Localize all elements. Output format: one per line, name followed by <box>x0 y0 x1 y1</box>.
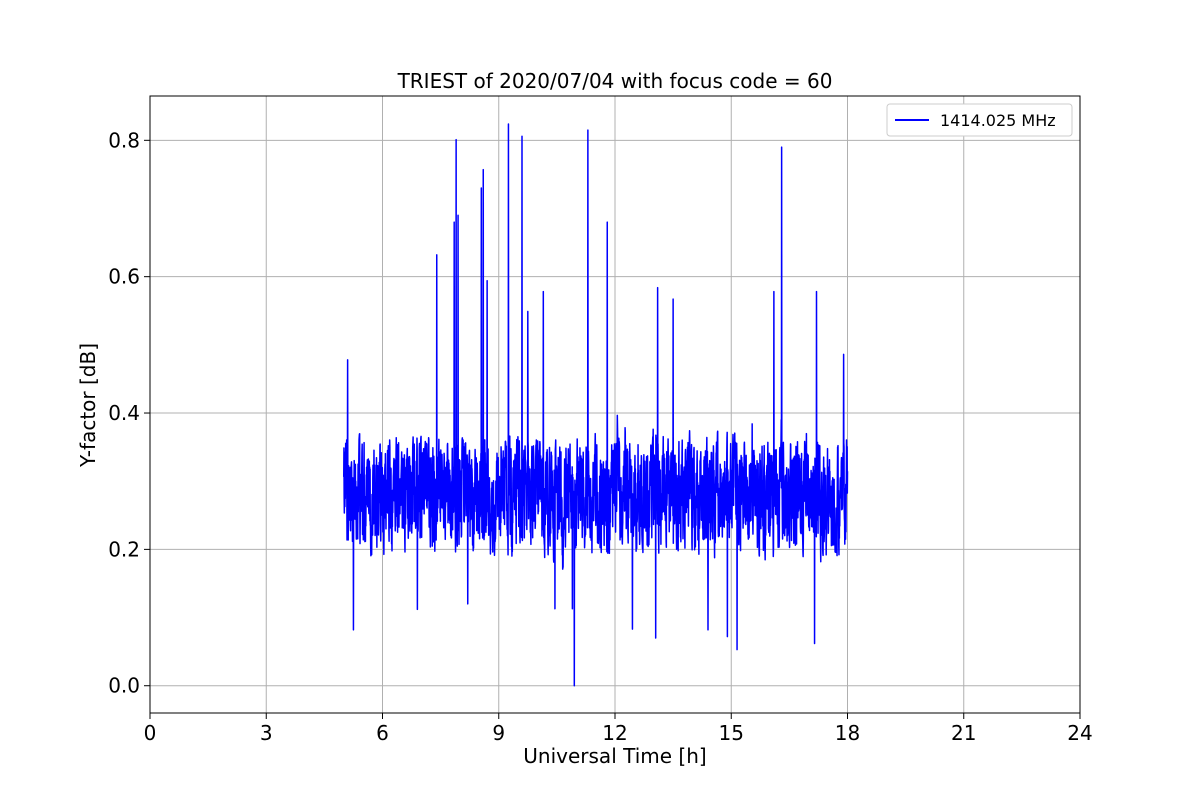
x-tick-label: 12 <box>602 721 627 745</box>
tick-layer: 0 3 6 9 12 15 18 21 24 0.0 0.2 0.4 0.6 0.8 <box>108 128 1093 745</box>
x-tick-label: 0 <box>144 721 157 745</box>
y-tick-label: 0.8 <box>108 128 140 152</box>
grid-layer <box>149 96 1081 713</box>
legend-box <box>886 103 1073 137</box>
x-tick-label: 3 <box>260 721 273 745</box>
series-layer <box>343 123 849 687</box>
x-axis-label: Universal Time [h] <box>523 744 706 768</box>
y-tick-label: 0.4 <box>108 401 140 425</box>
x-tick-label: 21 <box>951 721 976 745</box>
legend-label-1414-mhz: 1414.025 MHz <box>940 111 1056 130</box>
x-tick-label: 18 <box>835 721 860 745</box>
y-axis-label: Y-factor [dB] <box>76 343 100 468</box>
x-tick-label: 15 <box>719 721 744 745</box>
series-line-1414-mhz <box>343 123 849 687</box>
x-tick-label: 6 <box>376 721 389 745</box>
chart-title: TRIEST of 2020/07/04 with focus code = 6… <box>397 69 833 93</box>
y-tick-label: 0.6 <box>108 265 140 289</box>
x-tick-label: 9 <box>492 721 505 745</box>
y-tick-label: 0.2 <box>108 537 140 561</box>
legend: 1414.025 MHz <box>886 103 1073 137</box>
y-tick-label: 0.0 <box>108 674 140 698</box>
x-tick-label: 24 <box>1067 721 1092 745</box>
